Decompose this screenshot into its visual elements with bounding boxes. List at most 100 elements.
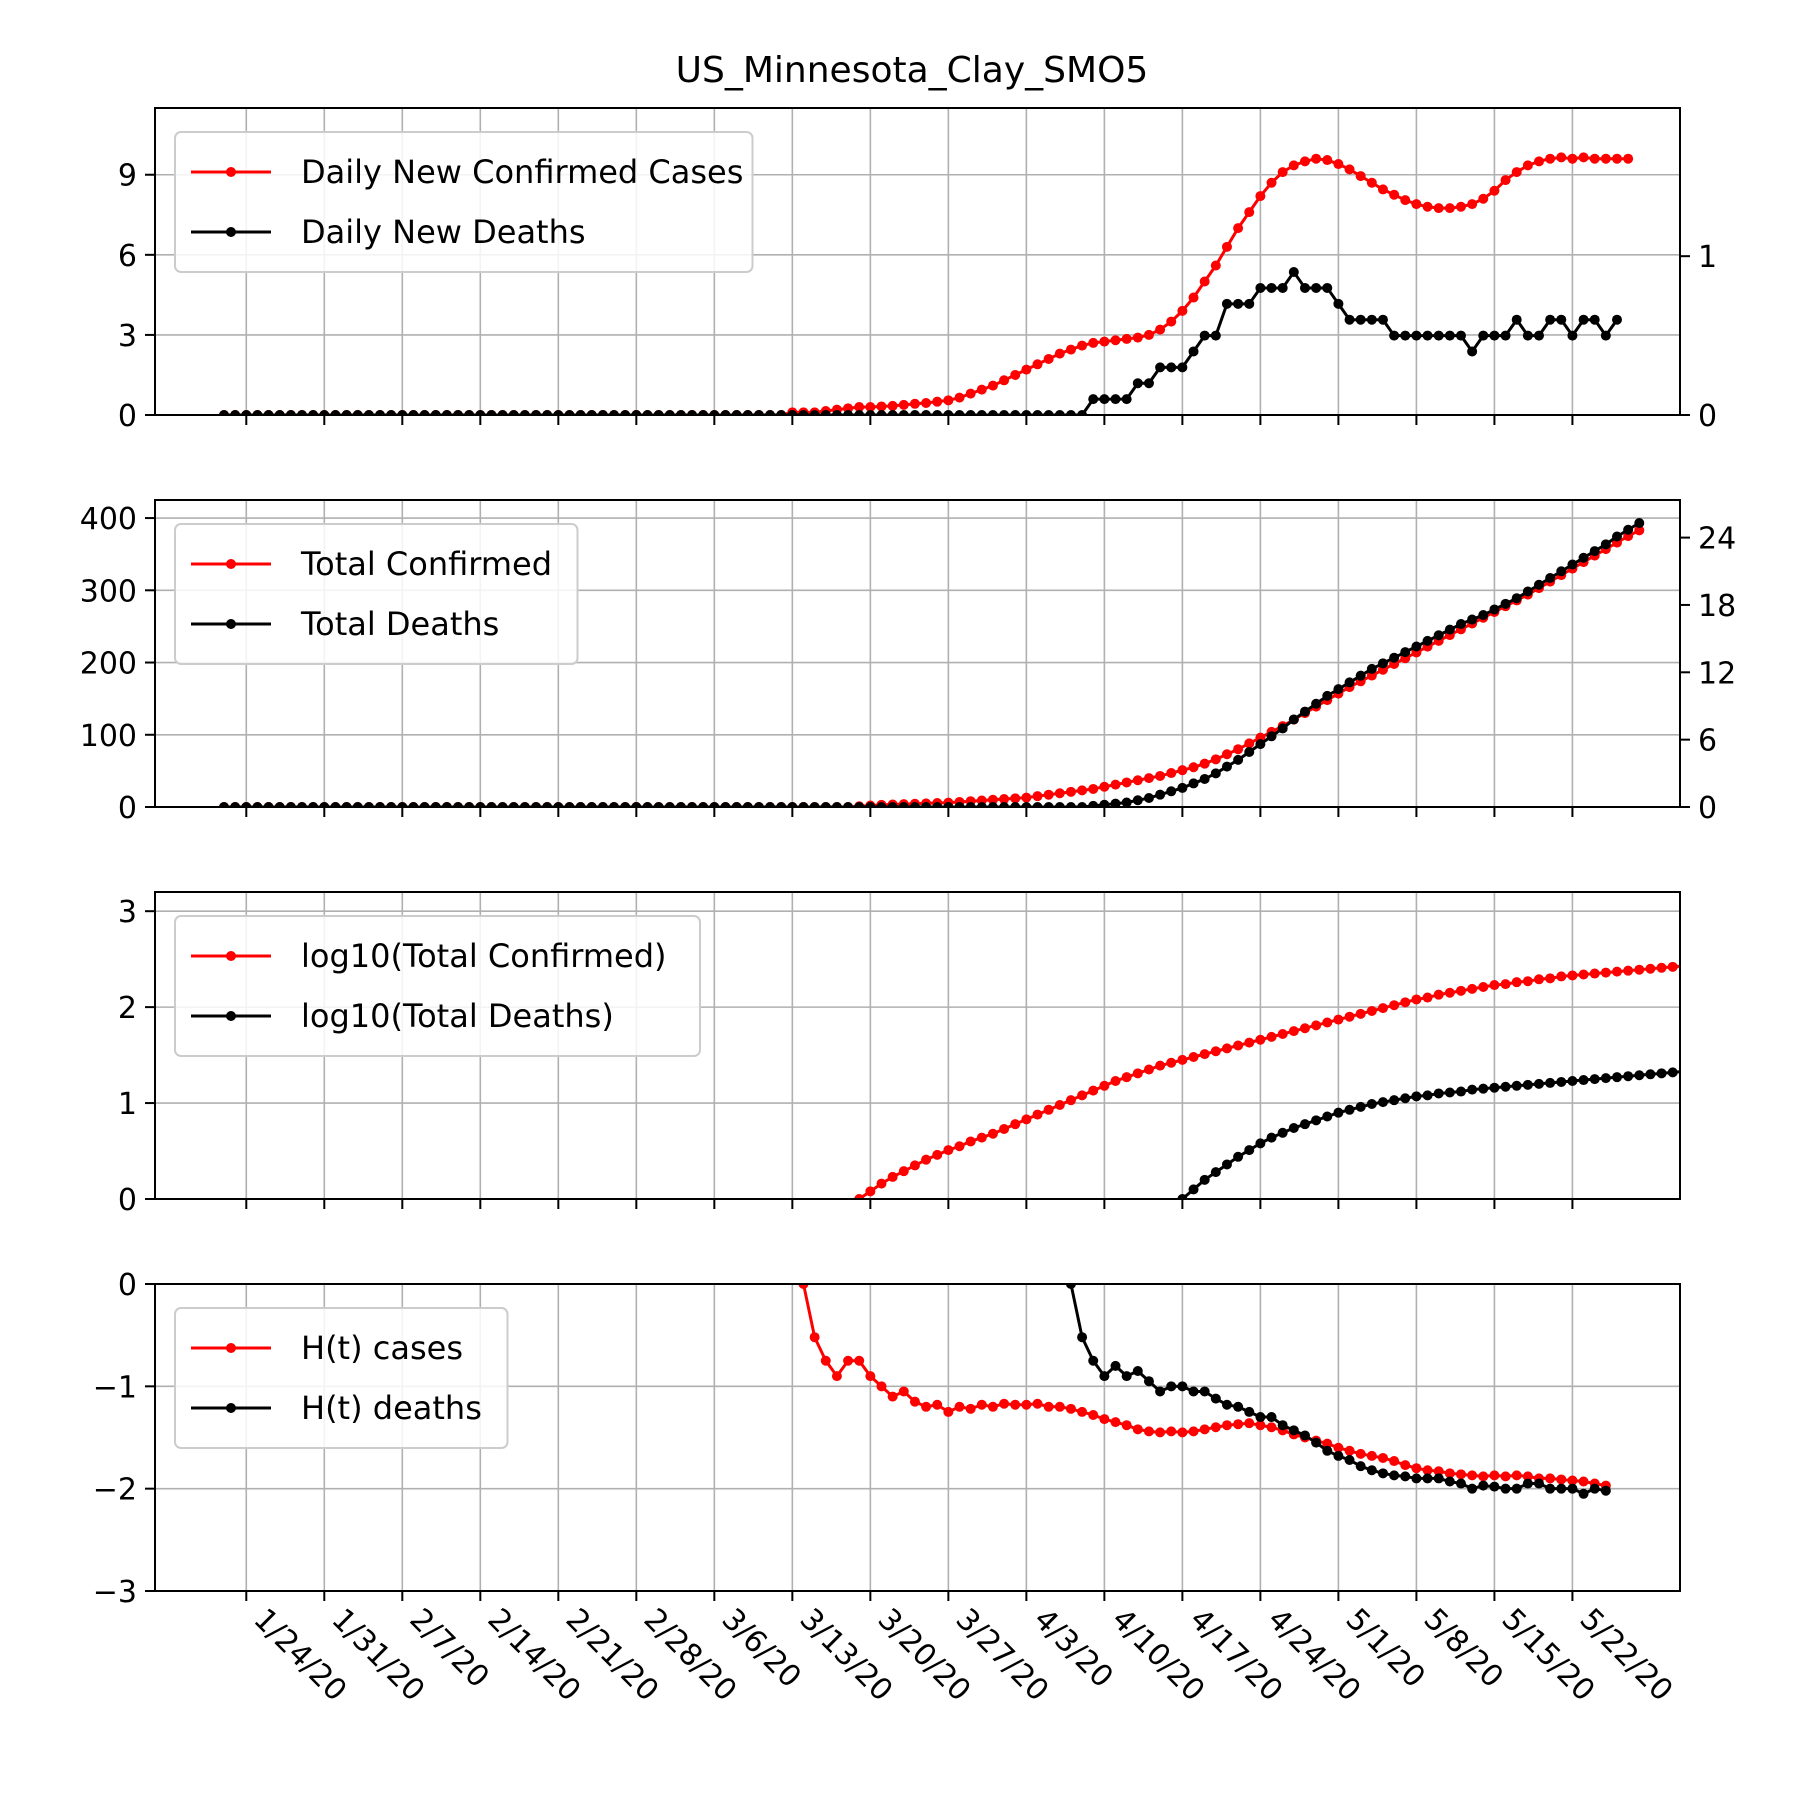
data-point — [854, 410, 865, 415]
data-point — [1578, 1488, 1589, 1499]
data-point — [631, 410, 642, 415]
data-point — [397, 802, 408, 807]
data-point — [1377, 1003, 1388, 1014]
data-point — [1177, 1054, 1188, 1065]
series-line — [224, 270, 1619, 415]
data-point — [1244, 207, 1255, 218]
data-point — [1344, 164, 1355, 175]
data-point — [1311, 282, 1322, 293]
data-point — [1288, 714, 1299, 725]
data-point — [1556, 1483, 1567, 1494]
data-point — [1690, 960, 1700, 970]
data-point — [954, 1401, 965, 1412]
data-point — [1255, 282, 1266, 293]
data-point — [1567, 153, 1578, 164]
data-point — [1444, 624, 1455, 635]
data-point — [1221, 1399, 1232, 1410]
data-point — [1400, 330, 1411, 341]
axes-frame — [154, 1283, 1681, 1592]
data-point — [1132, 332, 1143, 343]
data-point — [308, 802, 319, 807]
data-point — [252, 802, 263, 807]
data-point — [898, 1166, 909, 1177]
data-point — [987, 380, 998, 391]
data-point — [1322, 690, 1333, 701]
data-point — [1389, 652, 1400, 663]
data-point — [1389, 1456, 1400, 1467]
y-tick-label: 1 — [118, 1087, 137, 1122]
data-point — [1533, 156, 1544, 167]
data-point — [1143, 773, 1154, 784]
data-point — [1054, 802, 1065, 807]
data-point — [1344, 677, 1355, 688]
data-point — [1422, 1473, 1433, 1484]
data-point — [698, 802, 709, 807]
series-line — [801, 1284, 1607, 1488]
data-point — [1233, 223, 1244, 234]
legend-label: Total Deaths — [300, 605, 499, 643]
data-point — [1143, 329, 1154, 340]
data-point — [1210, 1393, 1221, 1404]
data-point — [1522, 1478, 1533, 1489]
data-point — [965, 1403, 976, 1414]
legend-marker — [226, 1011, 236, 1021]
data-point — [1010, 1119, 1021, 1130]
y-tick-label: 2 — [118, 991, 137, 1026]
data-point — [876, 401, 887, 412]
data-point — [1155, 1386, 1166, 1397]
data-point — [1322, 1445, 1333, 1456]
data-point — [1467, 199, 1478, 210]
legend-box — [174, 131, 754, 273]
data-point — [1255, 1412, 1266, 1423]
data-point — [408, 410, 419, 415]
data-point — [609, 410, 620, 415]
data-point — [1210, 1046, 1221, 1057]
data-point — [1166, 1057, 1177, 1068]
data-point — [1032, 410, 1043, 415]
data-point — [1366, 1005, 1377, 1016]
data-point — [1210, 260, 1221, 271]
data-point — [1455, 1469, 1466, 1480]
data-point — [1533, 1078, 1544, 1089]
data-point — [1600, 539, 1611, 550]
right-y-tick-label: 1 — [1698, 240, 1717, 275]
legend-label: Daily New Deaths — [301, 213, 586, 251]
data-point — [1233, 1151, 1244, 1162]
data-point — [1433, 203, 1444, 214]
data-point — [1121, 1371, 1132, 1382]
data-point — [1010, 1399, 1021, 1410]
data-point — [308, 410, 319, 415]
data-point — [263, 802, 274, 807]
data-point — [1556, 971, 1567, 982]
data-point — [586, 802, 597, 807]
data-point — [809, 1332, 820, 1343]
data-point — [1043, 802, 1054, 807]
data-point — [1099, 394, 1110, 405]
data-point — [809, 802, 820, 807]
data-point — [319, 802, 330, 807]
right-y-tick-label: 0 — [1698, 399, 1717, 434]
data-point — [1288, 267, 1299, 278]
data-point — [1177, 305, 1188, 316]
data-point — [1645, 963, 1656, 974]
data-point — [1221, 1420, 1232, 1431]
data-point — [1043, 410, 1054, 415]
data-point — [1299, 282, 1310, 293]
data-point — [976, 802, 987, 807]
data-point — [820, 1355, 831, 1366]
data-point — [1054, 410, 1065, 415]
data-point — [898, 802, 909, 807]
data-point — [1010, 410, 1021, 415]
data-point — [1500, 1483, 1511, 1494]
data-point — [687, 802, 698, 807]
data-point — [352, 410, 363, 415]
data-point — [1032, 791, 1043, 802]
data-point — [1545, 573, 1556, 584]
data-point — [1221, 749, 1232, 760]
data-point — [1177, 1381, 1188, 1392]
data-point — [876, 802, 887, 807]
data-point — [1489, 1481, 1500, 1492]
data-point — [854, 1355, 865, 1366]
data-point — [1277, 1127, 1288, 1138]
